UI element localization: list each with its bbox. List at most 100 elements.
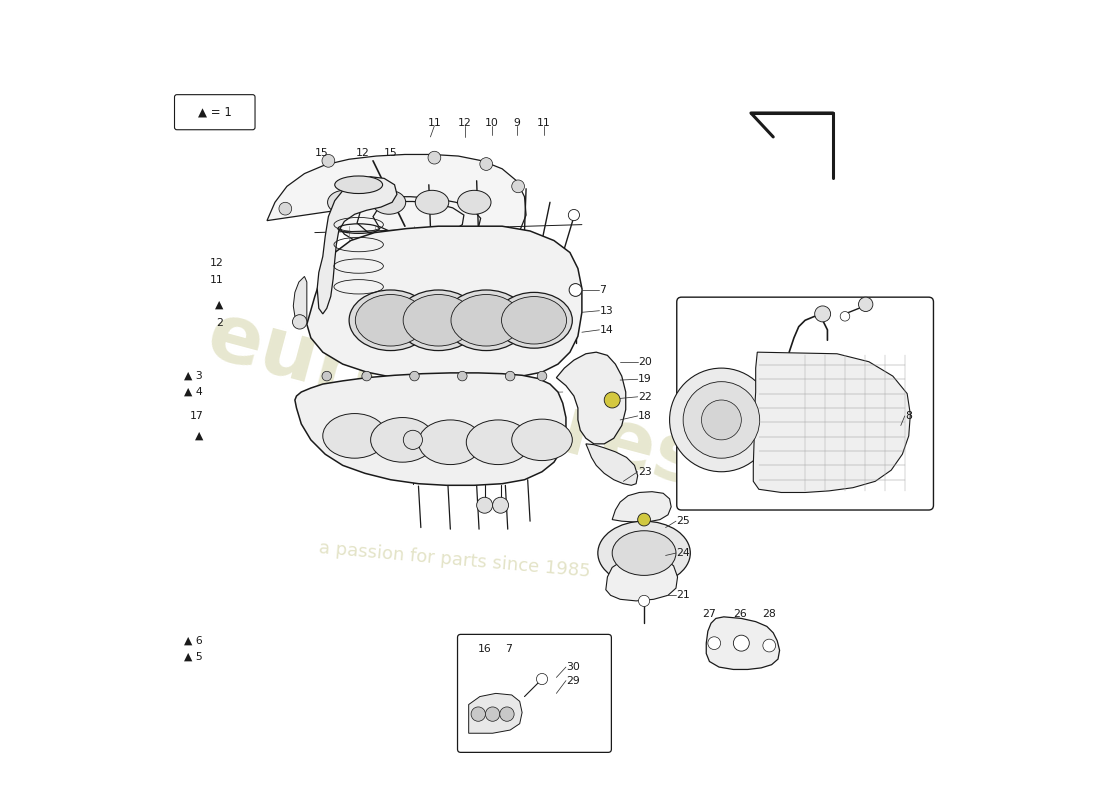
Polygon shape — [613, 492, 671, 522]
Circle shape — [471, 707, 485, 722]
Circle shape — [708, 637, 720, 650]
Text: 22: 22 — [638, 392, 651, 402]
Text: ▲: ▲ — [214, 299, 223, 310]
Ellipse shape — [334, 176, 383, 194]
Polygon shape — [557, 352, 626, 444]
Text: 17: 17 — [189, 411, 204, 421]
Text: 28: 28 — [762, 609, 777, 618]
Circle shape — [815, 306, 830, 322]
Text: 9: 9 — [513, 118, 520, 127]
Text: 27: 27 — [703, 609, 716, 618]
Circle shape — [604, 392, 620, 408]
Text: 23: 23 — [638, 466, 651, 477]
Text: 7: 7 — [505, 644, 512, 654]
Text: 25: 25 — [676, 516, 690, 526]
Polygon shape — [706, 617, 780, 670]
Text: 7: 7 — [600, 285, 606, 295]
Text: 15: 15 — [315, 148, 329, 158]
Text: ▲ 5: ▲ 5 — [185, 652, 204, 662]
Circle shape — [322, 371, 331, 381]
Text: 11: 11 — [537, 118, 550, 127]
Text: 8: 8 — [905, 411, 912, 421]
Text: 2: 2 — [217, 318, 223, 329]
Polygon shape — [294, 277, 307, 322]
Ellipse shape — [418, 420, 482, 465]
Circle shape — [480, 158, 493, 170]
Text: 19: 19 — [638, 374, 651, 384]
Ellipse shape — [613, 530, 676, 575]
Circle shape — [322, 154, 334, 167]
Polygon shape — [469, 694, 522, 734]
Circle shape — [493, 498, 508, 514]
Polygon shape — [317, 177, 397, 314]
Circle shape — [476, 498, 493, 514]
Circle shape — [638, 595, 650, 606]
Circle shape — [858, 297, 873, 311]
FancyBboxPatch shape — [676, 297, 934, 510]
Text: ▲ = 1: ▲ = 1 — [198, 106, 232, 118]
Text: 20: 20 — [638, 357, 651, 366]
Text: 16: 16 — [477, 644, 492, 654]
Circle shape — [683, 382, 760, 458]
Circle shape — [428, 151, 441, 164]
Ellipse shape — [458, 190, 491, 214]
Polygon shape — [295, 373, 565, 486]
Text: 12: 12 — [209, 258, 223, 268]
Circle shape — [409, 371, 419, 381]
Ellipse shape — [372, 190, 406, 214]
Text: a passion for parts since 1985: a passion for parts since 1985 — [318, 538, 591, 580]
Text: 18: 18 — [638, 411, 651, 421]
Text: 12: 12 — [355, 148, 370, 158]
Ellipse shape — [322, 414, 386, 458]
Ellipse shape — [496, 292, 572, 348]
Text: 24: 24 — [676, 548, 690, 558]
Ellipse shape — [512, 419, 572, 461]
Circle shape — [702, 400, 741, 440]
Ellipse shape — [466, 420, 530, 465]
Text: 10: 10 — [485, 118, 498, 127]
Polygon shape — [606, 558, 678, 601]
Circle shape — [512, 180, 525, 193]
Text: 15: 15 — [384, 148, 397, 158]
Text: eurospares: eurospares — [198, 296, 711, 504]
Text: 30: 30 — [565, 662, 580, 672]
Polygon shape — [267, 154, 526, 255]
Ellipse shape — [404, 294, 474, 346]
Circle shape — [537, 371, 547, 381]
Ellipse shape — [397, 290, 480, 350]
Polygon shape — [754, 352, 911, 493]
Text: 11: 11 — [209, 275, 223, 286]
Text: ▲ 3: ▲ 3 — [185, 371, 204, 381]
Text: 29: 29 — [565, 676, 580, 686]
Polygon shape — [307, 226, 582, 381]
Circle shape — [505, 371, 515, 381]
Text: 13: 13 — [600, 306, 613, 316]
Ellipse shape — [355, 294, 426, 346]
Circle shape — [569, 210, 580, 221]
Circle shape — [293, 314, 307, 329]
Circle shape — [279, 202, 292, 215]
Circle shape — [840, 311, 850, 321]
Circle shape — [485, 707, 499, 722]
Text: ▲: ▲ — [195, 431, 204, 441]
Text: ▲ 6: ▲ 6 — [185, 636, 204, 646]
Polygon shape — [751, 113, 833, 178]
Circle shape — [458, 371, 468, 381]
Ellipse shape — [349, 290, 432, 350]
Ellipse shape — [328, 190, 361, 214]
FancyBboxPatch shape — [175, 94, 255, 130]
Circle shape — [404, 430, 422, 450]
Circle shape — [499, 707, 514, 722]
FancyBboxPatch shape — [458, 634, 612, 752]
Ellipse shape — [371, 418, 435, 462]
Circle shape — [670, 368, 773, 472]
Circle shape — [734, 635, 749, 651]
Circle shape — [569, 284, 582, 296]
Ellipse shape — [502, 297, 566, 344]
Text: 26: 26 — [733, 609, 747, 618]
Text: 11: 11 — [428, 118, 441, 127]
Text: 12: 12 — [458, 118, 472, 127]
Circle shape — [638, 514, 650, 526]
Ellipse shape — [597, 521, 691, 585]
Circle shape — [362, 371, 372, 381]
